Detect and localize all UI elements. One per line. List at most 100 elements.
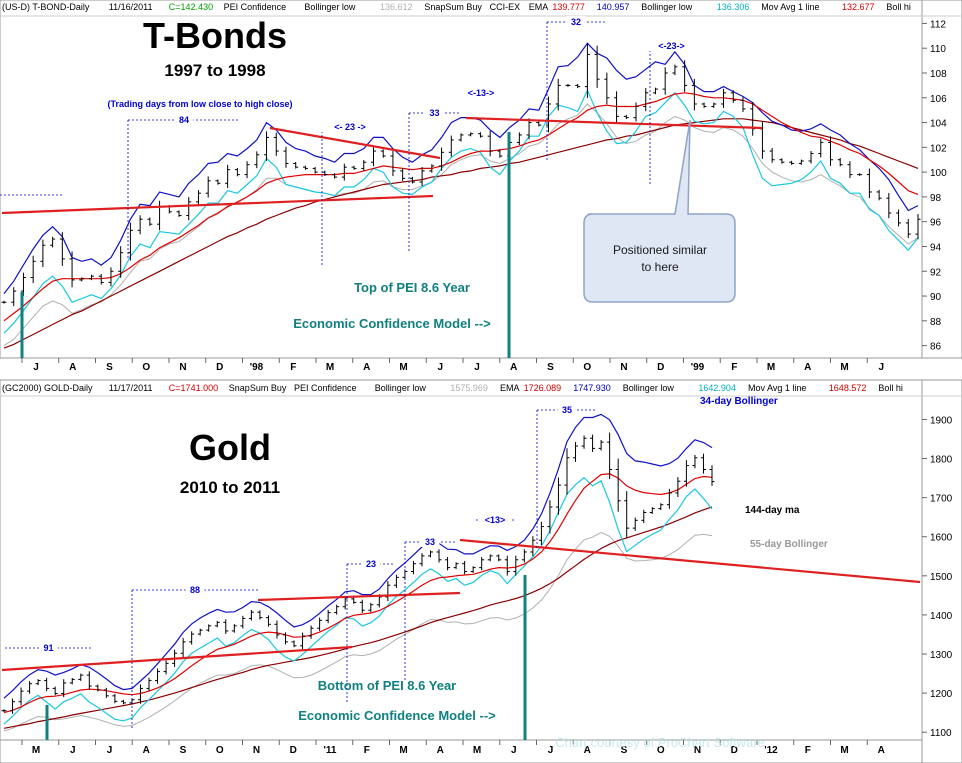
callout-box: Positioned similar to here <box>583 119 736 303</box>
cycle-label-bg <box>479 514 511 525</box>
cycle-label: 23 <box>366 559 376 569</box>
panel-subtitle: 2010 to 2011 <box>180 478 280 497</box>
header-item: (US-D) T-BOND-Daily <box>2 2 90 12</box>
series-ema <box>3 92 919 322</box>
panel-title: Gold <box>189 427 271 468</box>
x-tick-label: '12 <box>764 745 778 756</box>
y-tick-label: 1900 <box>930 415 953 426</box>
y-tick-label: 1800 <box>930 455 953 466</box>
y-tick-label: 1600 <box>930 533 953 544</box>
callout-line-2: to here <box>641 260 679 274</box>
x-tick-label: F <box>805 745 811 756</box>
header-item: Mov Avg 1 line <box>748 383 806 393</box>
x-tick-label: S <box>547 362 554 373</box>
y-tick-label: 86 <box>930 342 942 353</box>
x-tick-label: J <box>511 745 517 756</box>
header-item: C=142.430 <box>169 2 213 12</box>
annotation-text: Bottom of PEI 8.6 Year <box>318 678 456 693</box>
header-item: 11/16/2011 <box>109 2 153 12</box>
x-tick-label: A <box>363 362 370 373</box>
x-tick-label: J <box>548 745 554 756</box>
x-tick-label: D <box>657 362 664 373</box>
x-tick-label: N <box>620 362 627 373</box>
header-item: Mov Avg 1 line <box>761 2 819 12</box>
x-tick-label: J <box>878 362 884 373</box>
header-item: 1642.904 <box>698 383 736 393</box>
x-tick-label: D <box>731 745 738 756</box>
header-item: 1726.089 <box>524 383 562 393</box>
x-tick-label: M <box>473 745 481 756</box>
header-item: 139.777 <box>552 2 585 12</box>
x-tick-label: M <box>326 362 334 373</box>
cycle-label-bg <box>649 40 694 51</box>
y-tick-label: 108 <box>930 69 947 80</box>
x-tick-label: '11 <box>324 745 337 756</box>
header-item: CCI-EX <box>490 2 521 12</box>
series-bollinger-hi <box>3 413 713 699</box>
watermark-text: Chart courtesy of ProChart Software <box>555 735 765 750</box>
cycle-label-bg <box>566 16 586 27</box>
header-item: Bollinger low <box>641 2 693 12</box>
x-tick-label: '98 <box>250 362 264 373</box>
header-item: Bollinger low <box>375 383 427 393</box>
header-item: 140.957 <box>597 2 630 12</box>
header-item: (GC2000) GOLD-Daily <box>2 383 93 393</box>
x-tick-label: A <box>878 745 885 756</box>
y-tick-label: 1400 <box>930 611 953 622</box>
annotation-text: Top of PEI 8.6 Year <box>354 280 470 295</box>
cycle-label-bg <box>425 107 444 118</box>
y-tick-label: 1300 <box>930 650 953 661</box>
header-item: PEI Confidence <box>294 383 357 393</box>
x-tick-label: J <box>70 745 76 756</box>
trend-line <box>257 591 461 602</box>
series-ema <box>3 473 713 714</box>
annotation-text: 144-day ma <box>745 505 800 516</box>
x-tick-label: M <box>767 362 775 373</box>
trend-line <box>465 116 763 130</box>
y-tick-label: 100 <box>930 168 947 179</box>
x-tick-label: O <box>657 745 665 756</box>
y-tick-label: 1500 <box>930 572 953 583</box>
header-item: SnapSum Buy <box>229 383 287 393</box>
cycle-label: 35 <box>562 405 572 415</box>
series-bollinger-hi <box>3 42 919 294</box>
header-item: PEI Confidence <box>224 2 287 12</box>
x-tick-label: A <box>437 745 444 756</box>
x-tick-label: J <box>474 362 480 373</box>
x-tick-label: A <box>510 362 517 373</box>
panel-title: T-Bonds <box>143 15 287 56</box>
x-tick-label: D <box>290 745 297 756</box>
cycle-label-bg <box>39 642 58 653</box>
header-item: 1747.930 <box>573 383 611 393</box>
annotation-text: Economic Confidence Model --> <box>293 316 491 331</box>
annotation-text: 34-day Bollinger <box>700 396 778 407</box>
header-item: C=1741.000 <box>169 383 218 393</box>
trading-days-note: (Trading days from low close to high clo… <box>107 99 292 109</box>
x-tick-label: D <box>216 362 223 373</box>
cycle-label: 33 <box>429 108 439 118</box>
y-tick-label: 106 <box>930 94 947 105</box>
y-tick-label: 104 <box>930 119 947 130</box>
x-tick-label: M <box>840 745 848 756</box>
cycle-label-bg <box>321 121 379 132</box>
x-tick-label: N <box>179 362 186 373</box>
y-tick-label: 112 <box>930 19 946 30</box>
x-tick-label: S <box>621 745 628 756</box>
cycle-label: 32 <box>571 17 581 27</box>
y-tick-label: 88 <box>930 317 942 328</box>
header-item: 11/17/2011 <box>109 383 153 393</box>
series-bollinger-low <box>3 88 919 334</box>
cycle-label-bg <box>185 584 205 595</box>
x-tick-label: J <box>33 362 39 373</box>
cycle-label-bg <box>420 536 440 547</box>
cycle-label: 84 <box>179 115 189 125</box>
header-item: 136.306 <box>717 2 750 12</box>
cycle-label-bg <box>174 114 194 125</box>
x-tick-label: '99 <box>691 362 705 373</box>
header-item: Bollinger low <box>304 2 356 12</box>
series-boll55 <box>3 103 919 347</box>
x-tick-label: M <box>840 362 848 373</box>
cycle-label: 88 <box>190 585 200 595</box>
x-tick-label: F <box>364 745 370 756</box>
y-tick-label: 1200 <box>930 689 953 700</box>
